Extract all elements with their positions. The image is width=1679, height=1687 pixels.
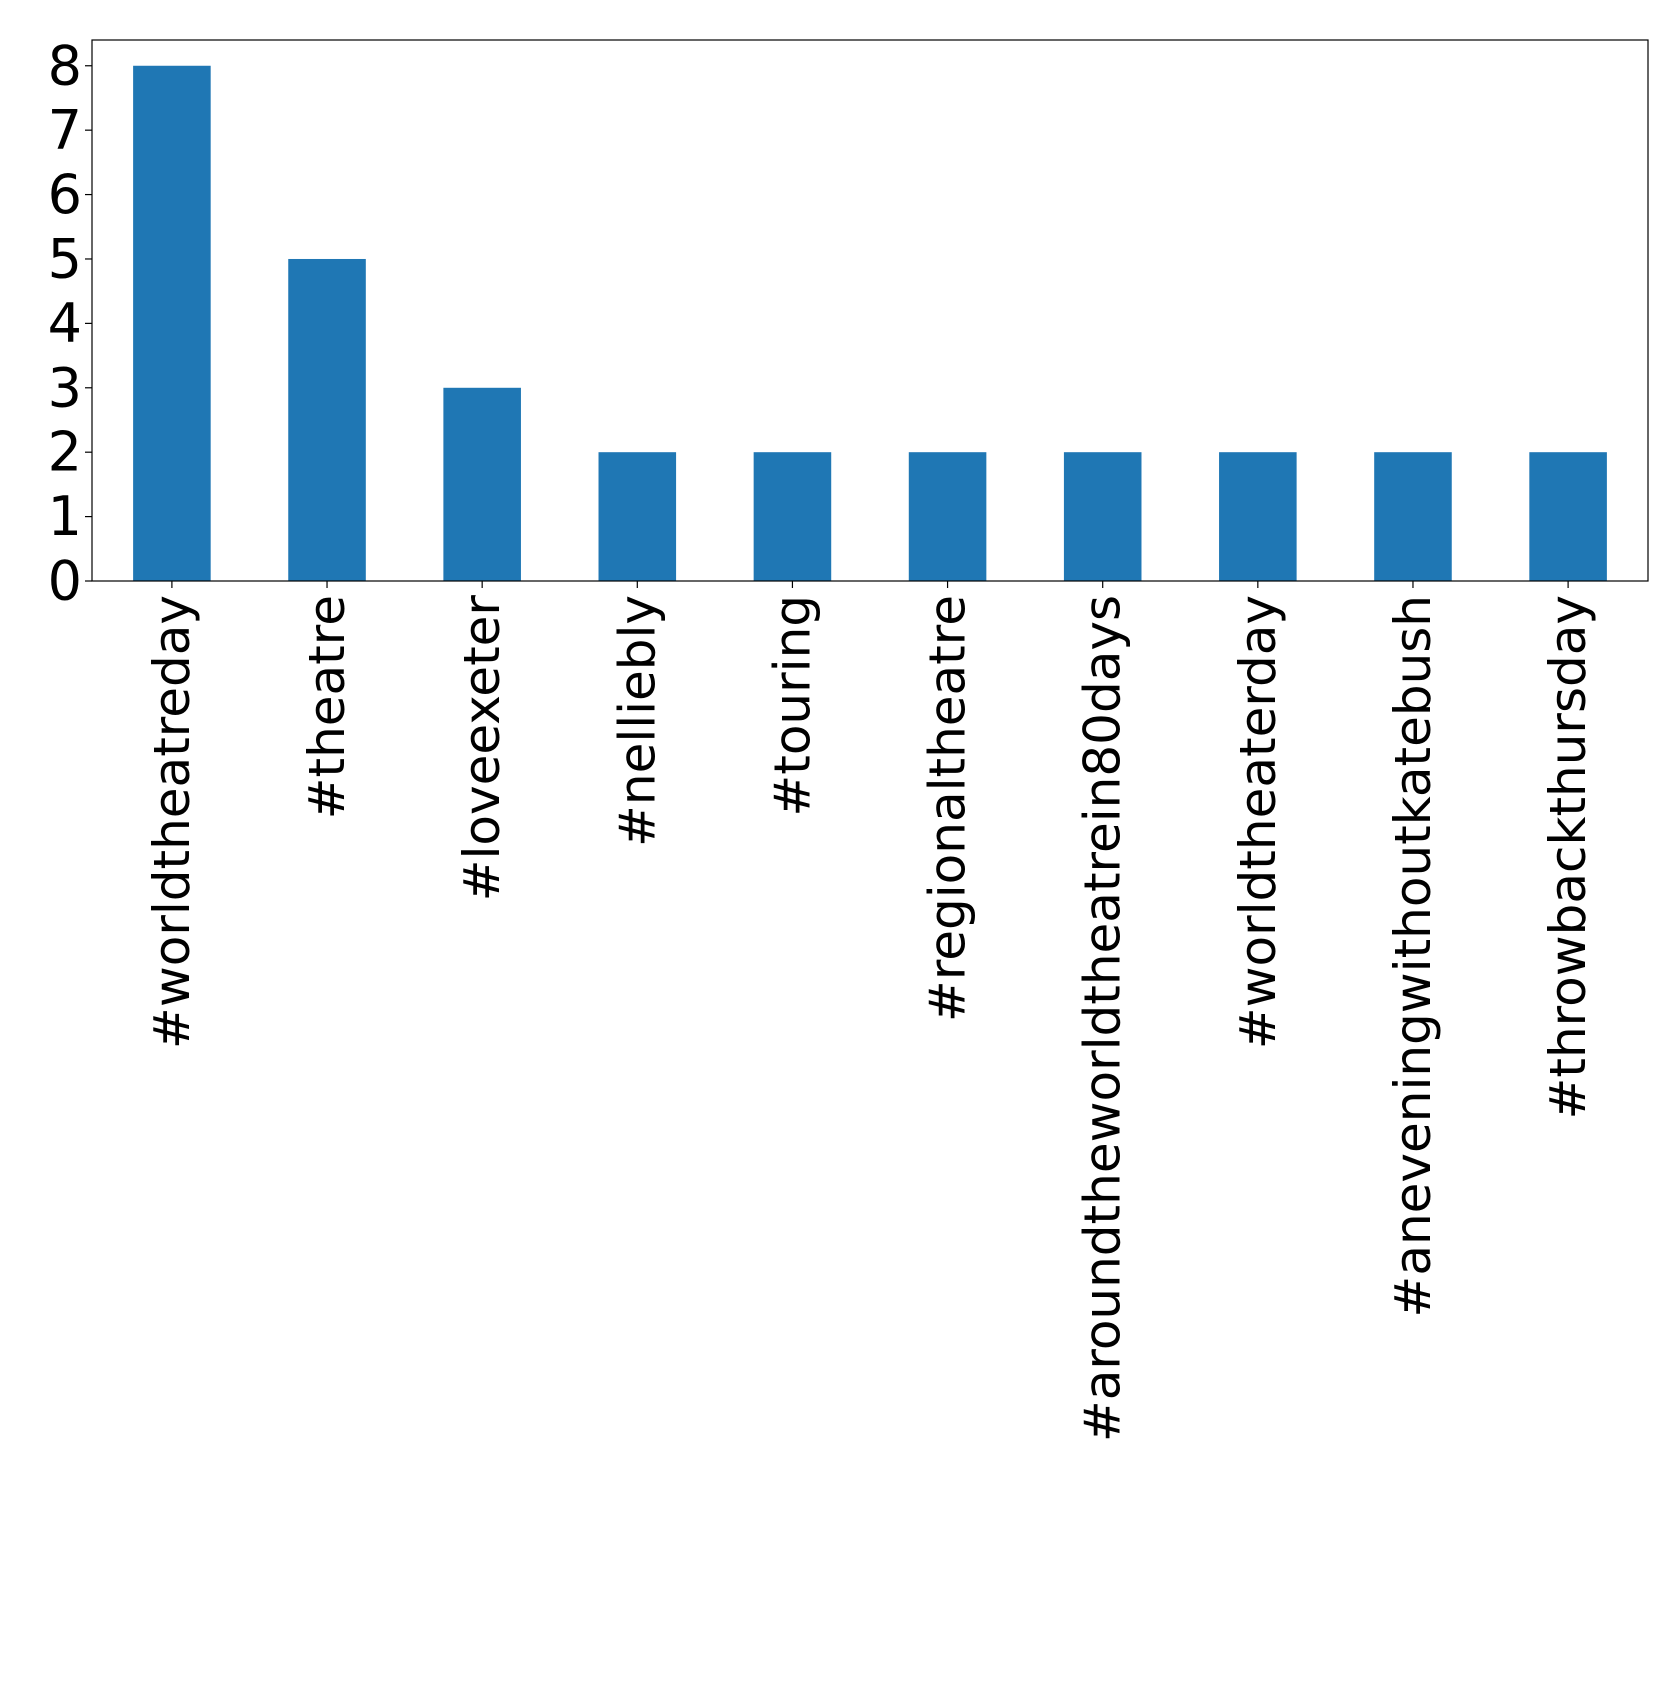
x-tick-label: #touring [763,595,821,817]
bar [753,452,832,581]
x-tick-label: #throwbackthursday [1539,595,1597,1120]
y-tick-label: 4 [48,292,82,355]
bar [598,452,677,581]
y-tick-label: 7 [48,99,82,162]
y-tick-label: 1 [48,485,82,548]
bar [1063,452,1142,581]
y-tick-label: 5 [48,227,82,290]
y-tick-label: 3 [48,356,82,419]
x-axis: #worldtheatreday #theatre #loveexeter #nell… [143,581,1597,1442]
bar [1219,452,1297,581]
x-tick-label: #theatre [298,595,356,819]
bar [443,387,521,581]
bars-group [133,65,1607,581]
bar [1374,452,1452,581]
y-tick-label: 0 [48,550,82,613]
x-tick-label: #regionaltheatre [919,595,977,1022]
y-tick-label: 6 [48,163,82,226]
x-tick-label: #worldtheatreday [143,595,201,1049]
x-tick-label: #loveexeter [453,595,511,902]
plot-frame [91,39,1649,582]
x-tick-label: #nelliebly [608,595,666,847]
bar [908,452,987,581]
y-tick-label: 2 [48,421,82,484]
x-tick-label: #aneveningwithoutkatebush [1384,595,1442,1318]
x-tick-label: #aroundtheworldtheatrein80days [1074,595,1132,1442]
x-tick-label: #worldtheaterday [1229,595,1287,1049]
bar [1529,452,1607,581]
bar [288,258,366,581]
bar [133,65,211,581]
y-tick-label: 8 [48,34,82,97]
